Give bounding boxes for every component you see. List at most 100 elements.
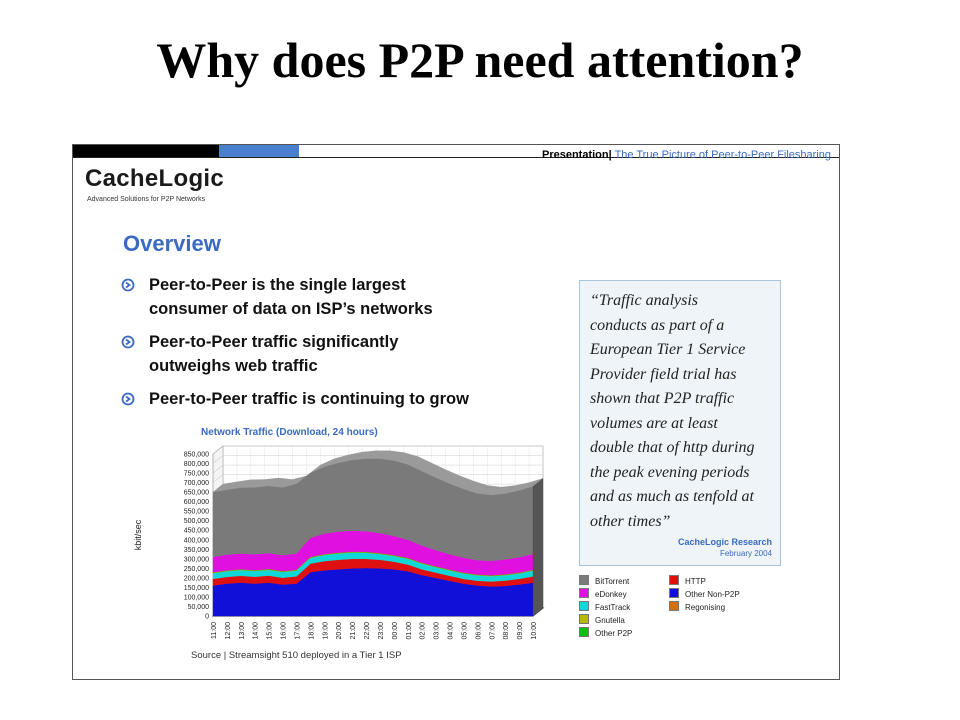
y-tick-label: 150,000	[184, 585, 209, 592]
legend-swatch	[669, 575, 679, 585]
x-tick-label: 02:00	[420, 622, 427, 640]
quote-line: the peak evening periods	[590, 463, 750, 481]
x-tick-label: 09:00	[517, 622, 524, 640]
area-right-face	[532, 478, 544, 617]
x-tick-label: 18:00	[308, 622, 315, 640]
x-tick-label: 07:00	[489, 622, 496, 640]
bullet-arrow-icon	[121, 392, 135, 406]
x-tick-label: 17:00	[294, 622, 301, 640]
quote-line: double that of http during	[590, 439, 755, 456]
presentation-label: Presentation	[541, 149, 609, 161]
y-tick-label: 250,000	[184, 566, 209, 573]
y-tick-label: 0	[205, 614, 209, 621]
legend-item: HTTP	[669, 575, 706, 586]
legend-label: Gnutella	[595, 616, 625, 625]
x-tick-label: 05:00	[461, 622, 468, 640]
y-tick-label: 700,000	[184, 480, 209, 487]
quote-text: “Traffic analysis conducts as part of a Eu…	[590, 289, 776, 534]
logo-tagline: Advanced Solutions for P2P Networks	[87, 196, 206, 203]
quote-line: other times”	[590, 512, 671, 530]
legend-item: BitTorrent	[579, 575, 629, 586]
legend-item: Other P2P	[579, 627, 632, 638]
grid-line	[212, 464, 224, 474]
bullet-line: outweighs web traffic	[149, 357, 318, 375]
bullet-line: Peer-to-Peer traffic significantly	[149, 333, 399, 351]
y-axis-label: kbit/sec	[133, 519, 143, 550]
x-tick-label: 14:00	[253, 622, 260, 640]
grid-line	[212, 474, 224, 483]
legend-label: FastTrack	[595, 603, 631, 612]
y-tick-label: 350,000	[184, 547, 209, 554]
legend-swatch	[579, 588, 589, 598]
legend-item: Other Non-P2P	[669, 588, 740, 599]
x-tick-label: 22:00	[364, 622, 371, 640]
x-tick-label: 03:00	[434, 622, 441, 640]
bullet-item: Peer-to-Peer traffic is continuing to gr…	[121, 387, 561, 411]
x-tick-label: 06:00	[475, 622, 482, 640]
x-tick-label: 10:00	[531, 622, 538, 640]
legend-label: eDonkey	[595, 590, 627, 599]
y-tick-label: 300,000	[184, 556, 209, 563]
x-tick-label: 20:00	[336, 622, 343, 640]
y-tick-label: 450,000	[184, 528, 209, 535]
quote-line: European Tier 1 Service	[590, 341, 746, 358]
chart-title: Network Traffic (Download, 24 hours)	[201, 427, 378, 438]
legend-swatch	[579, 627, 589, 637]
header-bar-blue	[219, 145, 299, 157]
cachelogic-logo: CacheLogic	[85, 165, 225, 192]
quote-line: “Traffic analysis	[590, 292, 699, 309]
header-divider	[73, 157, 839, 158]
x-tick-label: 04:00	[448, 622, 455, 640]
quote-box: “Traffic analysis conducts as part of a Eu…	[579, 280, 781, 566]
legend-label: BitTorrent	[595, 577, 630, 586]
y-tick-label: 400,000	[184, 537, 209, 544]
legend-swatch	[579, 601, 589, 611]
legend-label: Other P2P	[595, 629, 633, 638]
presentation-title: The True Picture of Peer-to-Peer Filesha…	[614, 149, 831, 161]
legend-swatch	[579, 575, 589, 585]
legend-item: eDonkey	[579, 588, 627, 599]
legend-swatch	[669, 588, 679, 598]
legend-label: HTTP	[685, 577, 706, 586]
y-tick-label: 550,000	[184, 509, 209, 516]
bullet-arrow-icon	[121, 278, 135, 292]
quote-line: Provider field trial has	[590, 365, 737, 383]
bullet-line: Peer-to-Peer is the single largest	[149, 276, 406, 294]
legend-item: Regonising	[669, 601, 725, 612]
bullet-line: consumer of data on ISP’s networks	[149, 300, 433, 318]
x-tick-label: 08:00	[503, 622, 510, 640]
quote-line: conducts as part of a	[590, 316, 725, 334]
quote-line: shown that P2P traffic	[590, 390, 735, 407]
x-tick-label: 21:00	[350, 622, 357, 640]
y-tick-label: 650,000	[184, 490, 209, 497]
y-tick-label: 750,000	[184, 471, 209, 478]
quote-date: February 2004	[719, 549, 772, 558]
legend-swatch	[579, 614, 589, 624]
y-tick-label: 800,000	[184, 461, 209, 468]
bullet-list: Peer-to-Peer is the single largest consum…	[121, 273, 561, 420]
section-title: Overview	[123, 231, 221, 256]
y-tick-label: 600,000	[184, 499, 209, 506]
x-tick-label: 12:00	[225, 622, 232, 640]
bullet-item: Peer-to-Peer is the single largest consum…	[121, 273, 561, 321]
x-tick-label: 15:00	[267, 622, 274, 640]
y-tick-label: 100,000	[184, 594, 209, 601]
quote-line: volumes are at least	[590, 414, 718, 432]
y-tick-label: 850,000	[184, 452, 209, 459]
grid-line	[212, 445, 224, 455]
presentation-header: Presentation| The True Picture of Peer-t…	[542, 149, 831, 161]
x-tick-label: 00:00	[392, 622, 399, 640]
y-tick-label: 500,000	[184, 518, 209, 525]
legend-item: FastTrack	[579, 601, 630, 612]
bullet-item: Peer-to-Peer traffic significantly outwei…	[121, 330, 561, 378]
quote-line: and as much as tenfold at	[590, 488, 754, 505]
x-tick-label: 16:00	[281, 622, 288, 640]
legend-swatch	[669, 601, 679, 611]
bullet-line: Peer-to-Peer traffic is continuing to gr…	[149, 390, 469, 408]
x-tick-label: 13:00	[239, 622, 246, 640]
bullet-arrow-icon	[121, 335, 135, 349]
page-title: Why does P2P need attention?	[156, 32, 804, 88]
legend-label: Other Non-P2P	[685, 590, 740, 599]
x-tick-label: 19:00	[322, 622, 329, 640]
legend-item: Gnutella	[579, 614, 625, 625]
